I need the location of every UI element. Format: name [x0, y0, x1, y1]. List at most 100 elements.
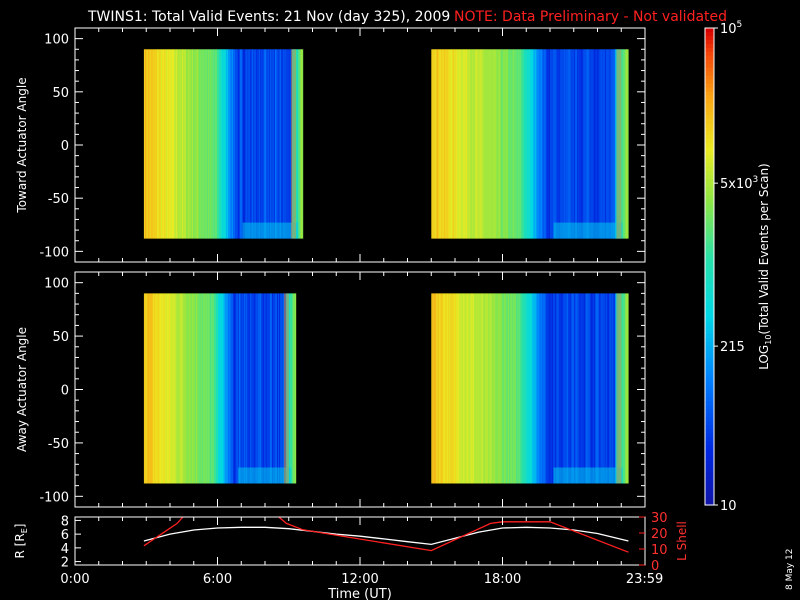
- colorbar-segment: [705, 342, 714, 347]
- heatmap-column: [490, 49, 492, 239]
- heatmap-column: [449, 293, 451, 484]
- heatmap-column: [164, 293, 167, 484]
- colorbar-segment: [705, 274, 714, 280]
- heatmap-column: [591, 49, 593, 239]
- heatmap-column: [580, 293, 582, 484]
- heatmap-column: [288, 49, 291, 239]
- heatmap-column: [251, 49, 254, 239]
- heatmap-column: [581, 49, 583, 239]
- heatmap-column: [251, 293, 254, 484]
- heatmap-column: [469, 49, 471, 239]
- heatmap-column: [279, 49, 282, 239]
- heatmap-column: [241, 293, 244, 484]
- heatmap-column: [588, 293, 590, 484]
- heatmap-column: [513, 293, 515, 484]
- heatmap-column: [196, 293, 199, 484]
- colorbar-segment: [705, 258, 714, 264]
- colorbar-segment: [705, 417, 714, 423]
- heatmap-column: [190, 49, 193, 239]
- heatmap-column: [247, 49, 250, 239]
- heatmap-column: [233, 293, 236, 484]
- heatmap-column: [525, 293, 527, 484]
- heatmap-column: [549, 49, 551, 239]
- heatmap-column: [278, 293, 281, 484]
- heatmap-column: [497, 293, 499, 484]
- heatmap-column: [448, 49, 450, 239]
- heatmap-column: [514, 293, 516, 484]
- heatmap-column: [504, 49, 506, 239]
- heatmap-column: [447, 293, 449, 484]
- heatmap-column: [520, 293, 522, 484]
- colorbar-title: LOG10(Total Valid Events per Scan): [757, 163, 773, 370]
- heatmap-column: [544, 49, 546, 239]
- heatmap-column: [211, 49, 214, 239]
- heatmap-column: [475, 49, 477, 239]
- heatmap-column: [248, 49, 251, 239]
- heatmap-block-1: [143, 293, 297, 484]
- x-tick-label: 12:00: [341, 572, 378, 587]
- heatmap-column: [571, 293, 573, 484]
- heatmap-column: [281, 49, 284, 239]
- heatmap-column: [253, 49, 256, 239]
- heatmap-column: [575, 49, 577, 239]
- heatmap-column: [449, 49, 451, 239]
- heatmap-column: [433, 49, 435, 239]
- heatmap-column: [199, 49, 202, 239]
- colorbar-segment: [705, 441, 714, 446]
- colorbar-segment: [705, 413, 714, 419]
- heatmap-column: [193, 49, 196, 239]
- heatmap-column: [215, 293, 218, 484]
- heatmap-column: [524, 49, 526, 239]
- heatmap-column: [443, 49, 445, 239]
- heatmap-column: [188, 49, 191, 239]
- heatmap-column: [221, 49, 224, 239]
- heatmap-column: [509, 293, 511, 484]
- heatmap-column: [547, 49, 549, 239]
- heatmap-column: [229, 49, 232, 239]
- heatmap-column: [162, 293, 165, 484]
- heatmap-column: [622, 49, 624, 239]
- colorbar-segment: [705, 421, 714, 427]
- heatmap-column: [615, 49, 617, 239]
- heatmap-column: [540, 293, 542, 484]
- heatmap-column: [539, 49, 541, 239]
- heatmap-column: [569, 49, 571, 239]
- heatmap-column: [219, 49, 222, 239]
- heatmap-column: [161, 293, 164, 484]
- heatmap-column: [216, 293, 219, 484]
- heatmap-column: [499, 49, 501, 239]
- heatmap-column: [174, 293, 177, 484]
- heatmap-column: [454, 49, 456, 239]
- heatmap-column: [466, 49, 468, 239]
- heatmap-column: [507, 293, 509, 484]
- colorbar-segment: [705, 385, 714, 391]
- heatmap-column: [445, 49, 447, 239]
- heatmap-column: [218, 293, 221, 484]
- colorbar-segment: [705, 218, 714, 224]
- heatmap-column: [248, 293, 251, 484]
- heatmap-column: [578, 49, 580, 239]
- heatmap-column: [518, 293, 520, 484]
- heatmap-column: [499, 293, 501, 484]
- colorbar-segment: [705, 210, 714, 216]
- heatmap-column: [207, 293, 210, 484]
- heatmap-column: [441, 293, 443, 484]
- colorbar-segment: [705, 59, 714, 65]
- heatmap-column: [559, 293, 561, 484]
- colorbar-segment: [705, 67, 714, 73]
- colorbar-segment: [705, 250, 714, 256]
- heatmap-column: [437, 49, 439, 239]
- heatmap-column: [154, 49, 157, 239]
- heatmap-column: [611, 49, 613, 239]
- heatmap-column: [264, 293, 267, 484]
- heatmap-column: [146, 49, 149, 239]
- heatmap-column: [195, 49, 198, 239]
- colorbar-segment: [705, 369, 714, 375]
- heatmap-column: [546, 293, 548, 484]
- heatmap-column: [488, 49, 490, 239]
- heatmap-column: [562, 49, 564, 239]
- colorbar-segment: [705, 31, 714, 37]
- colorbar-segment: [705, 306, 714, 311]
- heatmap-column: [244, 49, 247, 239]
- heatmap-column: [252, 293, 255, 484]
